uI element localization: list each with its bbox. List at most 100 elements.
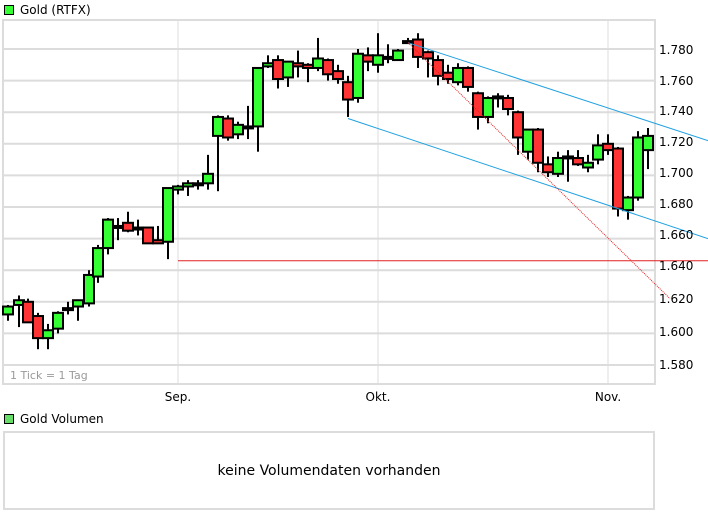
candle-body: [642, 134, 654, 152]
candle: [552, 151, 564, 177]
y-axis-label: 1.780: [659, 43, 694, 57]
candle: [432, 55, 444, 86]
candle: [272, 55, 284, 89]
candle-body: [592, 144, 604, 161]
candle-body: [252, 66, 264, 128]
candle: [472, 91, 484, 130]
candle: [102, 218, 114, 255]
candle: [602, 134, 614, 155]
candle-body: [512, 111, 524, 139]
y-axis-label: 1.680: [659, 197, 694, 211]
candle: [212, 115, 224, 192]
candle-body: [352, 52, 364, 99]
x-axis-label: Sep.: [164, 390, 192, 404]
candle-body: [262, 62, 274, 68]
volume-legend: Gold Volumen: [4, 412, 104, 426]
candle-body: [532, 128, 544, 164]
price-legend: Gold (RTFX): [4, 3, 91, 17]
candle: [162, 187, 174, 260]
candle: [72, 299, 84, 321]
candle-body: [52, 311, 64, 330]
candle: [382, 44, 394, 64]
candle: [232, 121, 244, 140]
candle: [332, 64, 344, 84]
candle-body: [322, 59, 334, 76]
y-axis-label: 1.740: [659, 104, 694, 118]
y-axis-label: 1.600: [659, 325, 694, 339]
candle: [642, 128, 654, 170]
candle: [182, 180, 194, 196]
candle-body: [492, 95, 504, 100]
candle-body: [572, 157, 584, 166]
chart-annotations: [178, 42, 708, 299]
candle: [542, 156, 554, 177]
volume-legend-swatch: [4, 414, 14, 424]
candle: [592, 134, 604, 165]
trendline: [347, 118, 708, 240]
candle-body: [42, 329, 54, 340]
price-chart: [2, 19, 708, 385]
candle-body: [142, 226, 154, 245]
candle: [412, 33, 424, 68]
candle-body: [232, 123, 244, 136]
candle: [172, 184, 184, 195]
candle-body: [632, 136, 644, 199]
candle: [112, 218, 124, 241]
candle: [632, 131, 644, 201]
candle-body: [282, 60, 294, 79]
candle: [482, 96, 494, 124]
candle-body: [422, 51, 434, 60]
y-axis-label: 1.620: [659, 292, 694, 306]
candle-body: [32, 315, 44, 340]
candle-body: [182, 182, 194, 188]
candle: [282, 60, 294, 87]
candle-body: [172, 185, 184, 191]
candle: [422, 50, 434, 78]
x-axis-label: Okt.: [365, 390, 391, 404]
candle: [62, 301, 74, 315]
candle-body: [332, 70, 344, 81]
candle: [562, 150, 574, 182]
candle-body: [522, 128, 534, 153]
candle-body: [92, 247, 104, 278]
candle: [22, 298, 34, 324]
candle-body: [242, 125, 254, 130]
candle: [83, 270, 95, 307]
candlesticks: [2, 33, 654, 350]
candle-body: [292, 62, 304, 68]
candle: [512, 110, 524, 155]
candle-body: [212, 115, 224, 137]
candle-body: [222, 117, 234, 139]
candle: [462, 66, 474, 92]
volume-empty-message: keine Volumendaten vorhanden: [217, 462, 441, 479]
candle-body: [392, 49, 404, 62]
candle: [142, 226, 154, 245]
candle-body: [83, 273, 95, 305]
candle: [612, 146, 624, 217]
candle-body: [432, 59, 444, 77]
candle: [292, 50, 304, 78]
y-axis-label: 1.580: [659, 358, 694, 372]
candle: [402, 37, 414, 45]
candle-body: [2, 305, 14, 316]
candle: [622, 195, 634, 220]
y-axis-label: 1.660: [659, 228, 694, 242]
candle: [452, 63, 464, 86]
candle-body: [22, 300, 34, 324]
candle: [322, 58, 334, 81]
candle: [2, 304, 14, 321]
candle-body: [582, 161, 594, 169]
candle: [262, 55, 274, 68]
candle: [42, 323, 54, 350]
candle-body: [362, 54, 374, 63]
candle-body: [562, 155, 574, 160]
candle-body: [482, 96, 494, 118]
candle-body: [272, 59, 284, 81]
candle: [392, 49, 404, 62]
candle: [362, 47, 374, 72]
candle-body: [102, 218, 114, 250]
tick-note: 1 Tick = 1 Tag: [10, 369, 88, 382]
candle-body: [312, 57, 324, 69]
candle-body: [372, 54, 384, 66]
candle: [252, 66, 264, 152]
